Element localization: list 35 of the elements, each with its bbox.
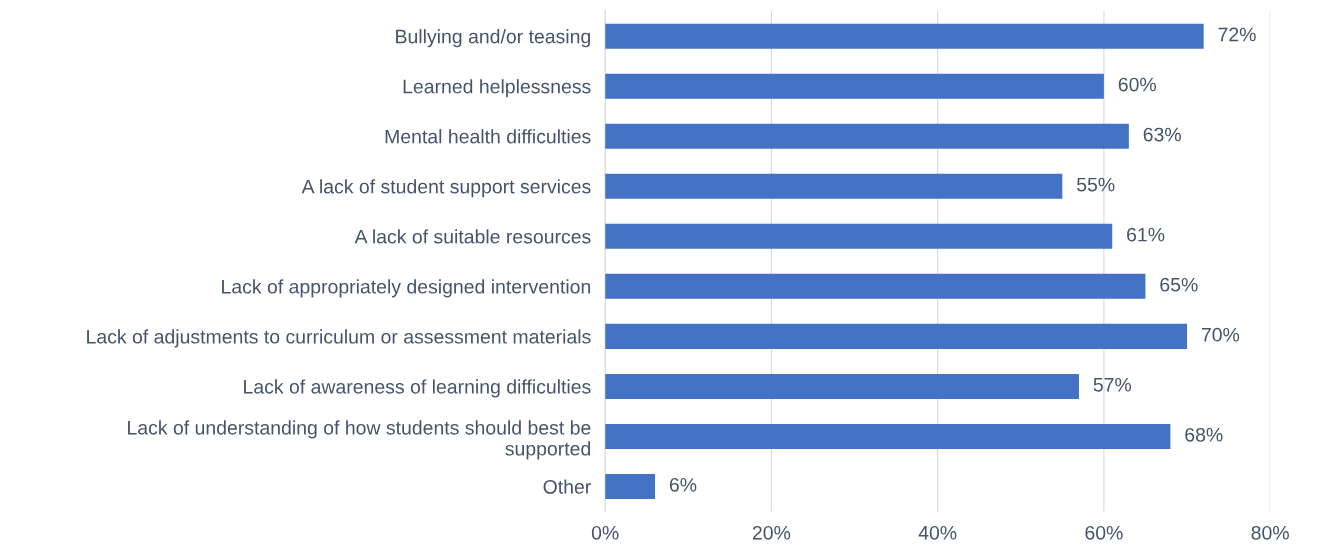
bar (605, 423, 1171, 449)
y-tick-label: Lack of understanding of how students should best be supported (128, 420, 591, 460)
y-tick-label: Lack of awareness of learning difficulties (244, 379, 591, 398)
bar (605, 23, 1204, 49)
data-label: 65% (1160, 277, 1198, 292)
data-label: 70% (1201, 327, 1240, 342)
data-label: 63% (1143, 127, 1181, 142)
data-label: 60% (1118, 77, 1157, 92)
y-tick-label: Lack of adjustments to curriculum or assessment materials (87, 329, 591, 348)
y-tick-label: Other (543, 479, 591, 494)
bar (605, 73, 1104, 99)
y-tick-label: Bullying and/or teasing (396, 29, 591, 48)
x-tick-label: 20% (752, 525, 791, 540)
data-label: 55% (1077, 177, 1115, 192)
y-tick-label: A lack of student support services (301, 179, 591, 198)
data-label: 68% (1185, 427, 1223, 442)
y-tick-label: Mental health difficulties (385, 129, 591, 144)
data-label: 61% (1127, 227, 1165, 242)
x-tick-label: 40% (918, 525, 957, 540)
bar (605, 373, 1079, 399)
bar (605, 123, 1129, 149)
bar (605, 323, 1188, 349)
data-label: 57% (1093, 377, 1132, 392)
bar (605, 473, 656, 500)
x-tick-label: 0% (591, 525, 619, 540)
x-tick-label: 60% (1085, 525, 1123, 540)
bar (605, 223, 1113, 249)
bar (605, 273, 1146, 299)
data-label: 6% (669, 477, 697, 492)
y-tick-label: A lack of suitable resources (354, 229, 591, 244)
y-tick-label: Lack of appropriately designed intervention (222, 279, 591, 298)
data-label: 72% (1218, 27, 1256, 42)
y-tick-label: Learned helplessness (403, 79, 591, 98)
bar (605, 173, 1063, 199)
x-tick-label: 80% (1251, 525, 1289, 540)
